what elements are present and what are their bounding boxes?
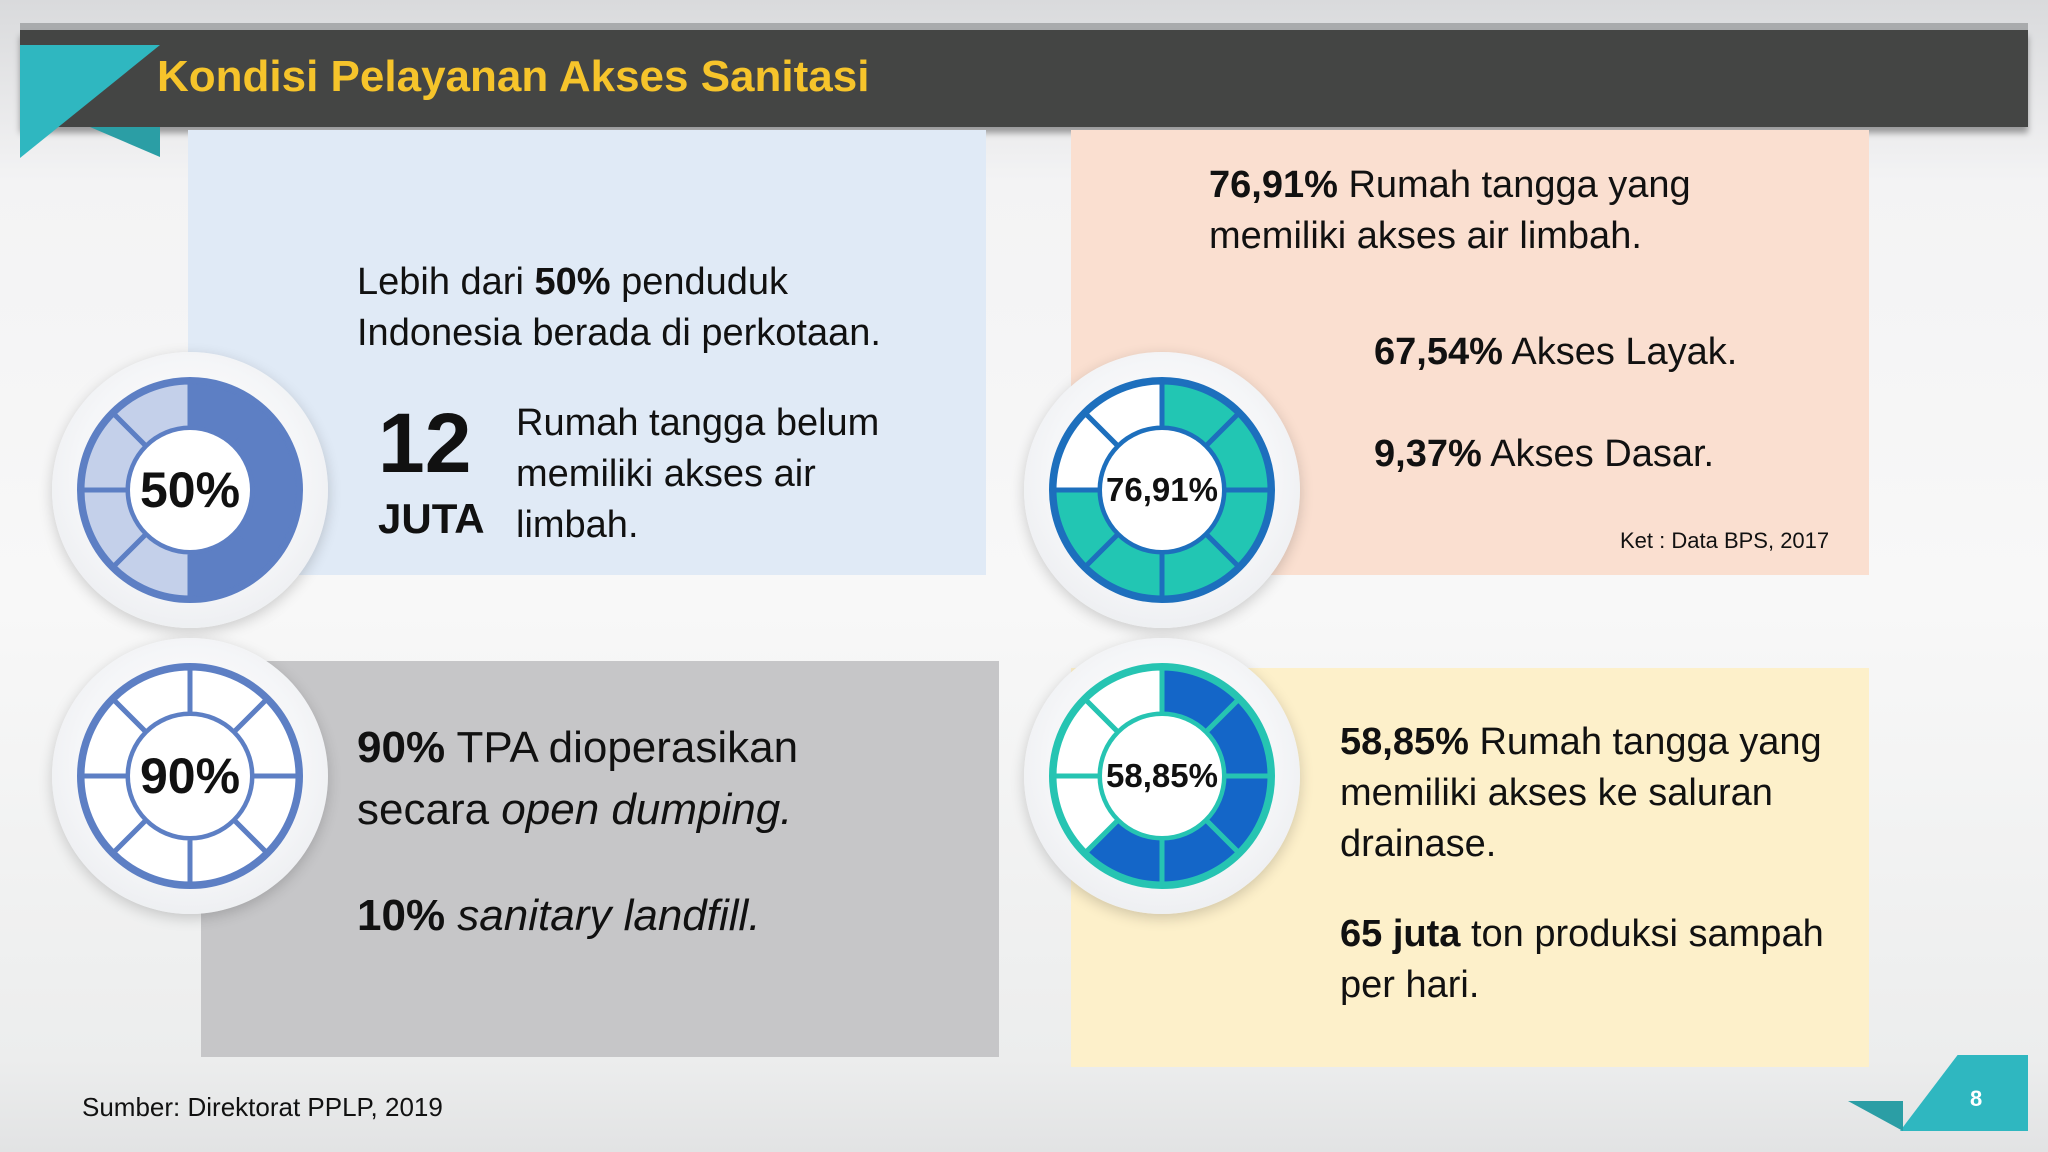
- gauge-label: 76,91%: [1106, 471, 1218, 508]
- wastewater-line-2: memiliki akses air limbah.: [1209, 215, 1642, 257]
- akses-dasar: 9,37% Akses Dasar.: [1374, 433, 1715, 475]
- gauge-ring: [77, 663, 303, 889]
- data-note: Ket : Data BPS, 2017: [1620, 528, 1830, 553]
- big-number: 12: [378, 396, 472, 490]
- drainage-line-1: 58,85% Rumah tangga yang: [1340, 721, 1822, 763]
- source-note: Sumber: Direktorat PPLP, 2019: [82, 1092, 443, 1122]
- akses-layak: 67,54% Akses Layak.: [1374, 331, 1738, 373]
- gauge-hub: [1102, 430, 1222, 550]
- gauge-hub: [130, 430, 250, 550]
- gauge-ring: [1049, 377, 1275, 603]
- gauge-label: 50%: [139, 462, 241, 518]
- panel-tpa: [201, 661, 999, 1057]
- page-number: 8: [1970, 1086, 1983, 1111]
- gauge-outer-ring: [77, 663, 303, 889]
- header-bar: [20, 30, 2028, 127]
- gauge-label: 58,85%: [1106, 757, 1218, 794]
- gauge-wastewater: 76,91%: [1024, 352, 1300, 628]
- tpa-line-3: 10% sanitary landfill.: [357, 891, 761, 940]
- page-tab-fold: [1848, 1101, 1903, 1131]
- gauge-hub: [1102, 716, 1222, 836]
- urban-line-2: Indonesia berada di perkotaan.: [357, 312, 881, 354]
- gauge-tpa: 90%: [52, 638, 328, 914]
- gauge-drainage: 58,85%: [1024, 638, 1300, 914]
- gauge-outer-ring: [1049, 377, 1275, 603]
- urban-desc-line: limbah.: [516, 504, 639, 546]
- urban-desc: Rumah tangga belum memiliki akses air li…: [516, 398, 879, 551]
- gauge-outer-ring: [77, 377, 303, 603]
- waste-line-2: per hari.: [1340, 964, 1480, 1006]
- big-number-unit: JUTA: [378, 495, 485, 542]
- gauge-ring: [77, 377, 303, 603]
- page-number-tab: [1900, 1055, 2028, 1131]
- gauge-hub: [130, 716, 250, 836]
- drainage-line-2: memiliki akses ke saluran: [1340, 772, 1773, 814]
- teal-corner-fold: [90, 127, 160, 157]
- header-top-line: [20, 23, 2028, 30]
- gauge-outer-ring: [1049, 663, 1275, 889]
- urban-line-1: Lebih dari 50% penduduk: [357, 261, 789, 303]
- page-title: Kondisi Pelayanan Akses Sanitasi: [157, 52, 870, 101]
- wastewater-line-1: 76,91% Rumah tangga yang: [1209, 164, 1691, 206]
- gauge-ring: [1049, 663, 1275, 889]
- gauge-label: 90%: [139, 748, 241, 804]
- drainage-line-3: drainase.: [1340, 823, 1497, 865]
- urban-desc-line: Rumah tangga belum: [516, 402, 880, 444]
- tpa-line-1: 90% TPA dioperasikan: [357, 723, 799, 772]
- urban-desc-line: memiliki akses air: [516, 453, 816, 495]
- waste-line-1: 65 juta ton produksi sampah: [1340, 913, 1824, 955]
- gauge-urban: 50%: [52, 352, 328, 628]
- tpa-line-2: secara open dumping.: [357, 785, 793, 834]
